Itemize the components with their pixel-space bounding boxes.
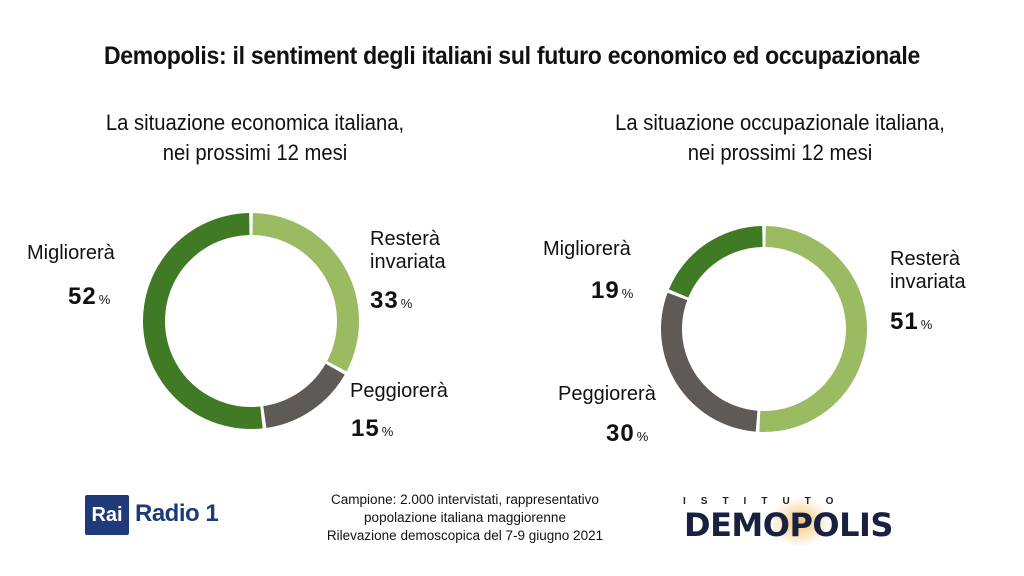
chart-1-slice-migliorera <box>143 213 263 429</box>
chart-2-donut <box>661 226 867 432</box>
value-number: 30 <box>606 420 635 447</box>
chart-1-label-invariata: Resterà invariata <box>370 228 446 274</box>
sample-note-line-2: popolazione italiana maggiorenne <box>364 510 566 525</box>
sample-note-line-3: Rilevazione demoscopica del 7-9 giugno 2… <box>326 528 604 543</box>
sample-note: Campione: 2.000 intervistati, rappresent… <box>300 491 630 545</box>
chart-1-slice-invariata <box>252 213 359 372</box>
value-number: 33 <box>370 287 399 314</box>
chart-1-subtitle-line-2: nei prossimi 12 mesi <box>162 140 348 165</box>
chart-2-slice-invariata <box>759 226 867 432</box>
percent-sign: % <box>636 429 649 444</box>
chart-1-subtitle-line-1: La situazione economica italiana, <box>105 110 405 135</box>
demopolis-logo: DEMOPOLIS <box>684 506 893 544</box>
value-number: 52 <box>68 283 97 310</box>
chart-2-value-migliorera: 19% <box>591 277 633 305</box>
label-line: Peggiorerà <box>558 383 656 405</box>
label-line: Migliorerà <box>543 238 631 260</box>
istituto-logo-text: ISTITUTO <box>683 496 849 507</box>
chart-2-subtitle-line-1: La situazione occupazionale italiana, <box>615 110 945 135</box>
chart-1-value-migliorera: 52% <box>68 283 110 311</box>
label-line: Migliorerà <box>27 242 115 264</box>
sample-note-line-1: Campione: 2.000 intervistati, rappresent… <box>331 492 599 507</box>
label-line: invariata <box>890 271 966 293</box>
chart-2-label-invariata: Resterà invariata <box>890 248 966 294</box>
chart-2-value-peggiorera: 30% <box>606 420 648 448</box>
label-line: Resterà <box>370 228 441 250</box>
chart-1-value-invariata: 33% <box>370 287 412 315</box>
chart-2-slice-migliorera <box>668 226 763 298</box>
demopolis-logo-glow <box>770 498 830 546</box>
label-line: Peggiorerà <box>350 380 448 402</box>
chart-1-donut <box>143 213 359 429</box>
chart-2-subtitle: La situazione occupazionale italiana, ne… <box>578 108 983 168</box>
label-line: Resterà <box>890 248 961 270</box>
value-number: 15 <box>351 415 380 442</box>
chart-1-label-migliorera: Migliorerà <box>27 242 115 265</box>
chart-1-label-peggiorera: Peggiorerà <box>350 380 448 403</box>
chart-1-value-peggiorera: 15% <box>351 415 393 443</box>
radio1-logo-text: Radio 1 <box>135 500 219 527</box>
percent-sign: % <box>920 317 933 332</box>
chart-2-value-invariata: 51% <box>890 308 932 336</box>
chart-2-label-peggiorera: Peggiorerà <box>558 383 656 406</box>
chart-2-slice-peggiorera <box>661 292 758 432</box>
value-number: 51 <box>890 308 919 335</box>
chart-1-subtitle: La situazione economica italiana, nei pr… <box>57 108 453 168</box>
rai-logo: Rai <box>85 495 129 535</box>
chart-2-label-migliorera: Migliorerà <box>543 238 631 261</box>
chart-title: Demopolis: il sentiment degli italiani s… <box>103 42 921 70</box>
label-line: invariata <box>370 251 446 273</box>
value-number: 19 <box>591 277 620 304</box>
percent-sign: % <box>621 286 634 301</box>
chart-2-subtitle-line-2: nei prossimi 12 mesi <box>687 140 873 165</box>
percent-sign: % <box>381 424 394 439</box>
chart-1-slice-peggiorera <box>263 363 345 428</box>
percent-sign: % <box>400 296 413 311</box>
percent-sign: % <box>98 292 111 307</box>
